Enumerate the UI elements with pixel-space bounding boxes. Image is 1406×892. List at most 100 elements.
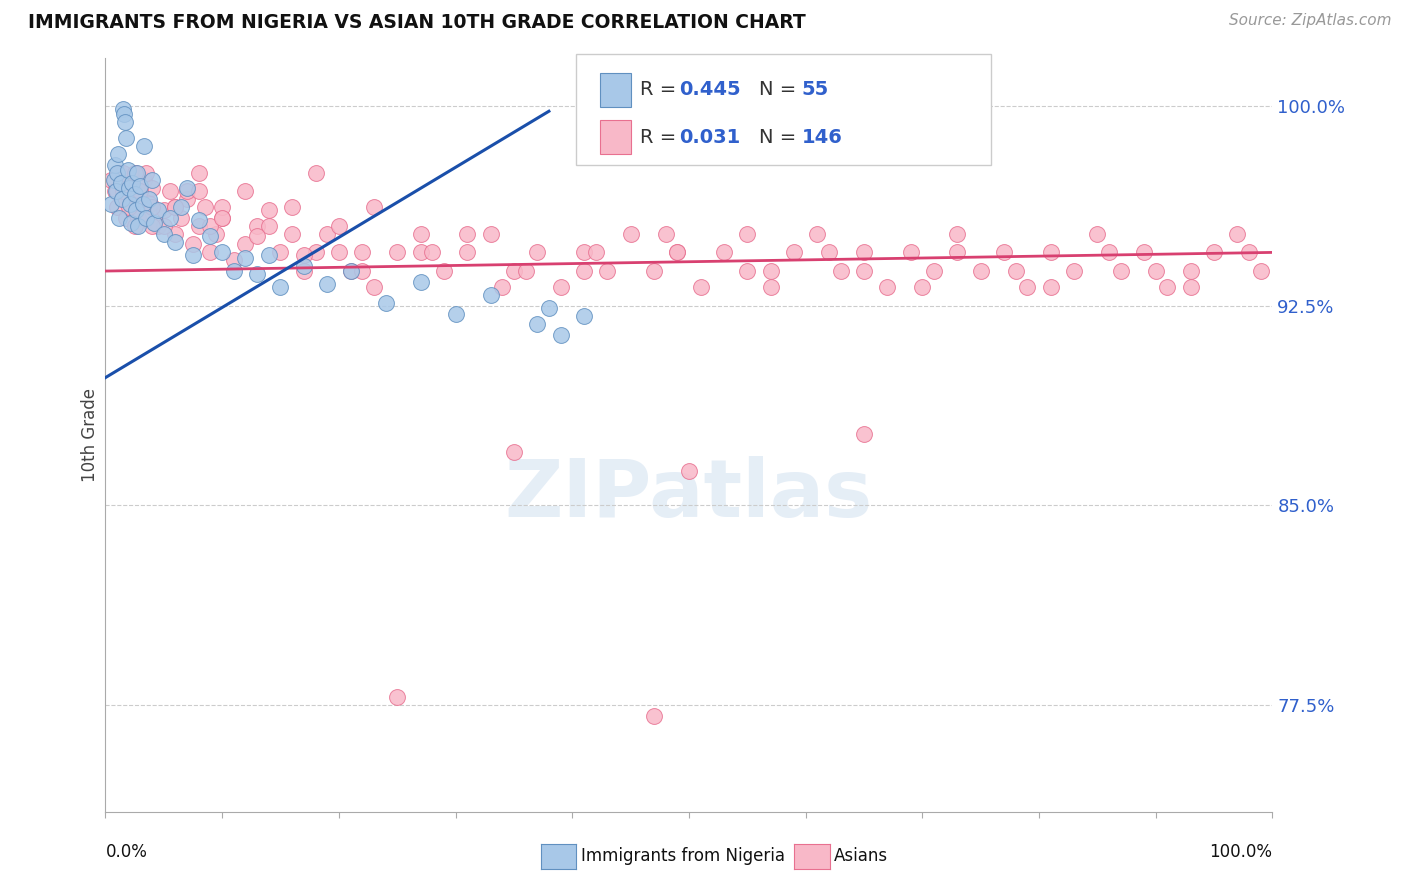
Text: 0.445: 0.445 (679, 80, 741, 99)
Point (100, 173, 122, 187)
Point (132, 173, 155, 187)
Point (176, 181, 198, 195)
Point (316, 277, 339, 292)
Text: 55: 55 (801, 80, 828, 99)
Point (125, 165, 148, 179)
Point (281, 227, 304, 241)
Text: Source: ZipAtlas.com: Source: ZipAtlas.com (1229, 13, 1392, 29)
Point (922, 264, 945, 278)
Point (456, 245, 478, 260)
Point (165, 200, 187, 214)
Point (124, 186, 146, 201)
Point (222, 264, 245, 278)
Point (433, 264, 456, 278)
Point (409, 275, 432, 289)
Point (1085, 227, 1108, 241)
Point (187, 184, 209, 198)
Point (181, 248, 204, 262)
Point (363, 280, 385, 294)
Point (235, 251, 257, 265)
Point (181, 237, 204, 252)
Point (1156, 280, 1178, 294)
Point (257, 219, 280, 233)
Point (118, 181, 141, 195)
Y-axis label: 10th Grade: 10th Grade (80, 388, 98, 482)
Point (246, 219, 269, 233)
Point (235, 237, 257, 252)
Point (479, 288, 502, 302)
Point (1133, 245, 1156, 260)
Point (153, 219, 174, 233)
Point (737, 264, 759, 278)
Point (759, 264, 782, 278)
Point (550, 328, 572, 343)
Point (385, 245, 408, 260)
Point (176, 184, 198, 198)
Point (352, 264, 374, 278)
Point (187, 165, 209, 179)
Point (118, 176, 141, 190)
Point (572, 310, 595, 324)
Point (107, 146, 129, 161)
Point (165, 200, 187, 214)
Point (352, 245, 374, 260)
Point (269, 245, 292, 260)
Point (585, 245, 607, 260)
Point (526, 318, 548, 332)
Point (146, 202, 169, 217)
Point (205, 227, 228, 241)
Point (444, 307, 467, 321)
Point (170, 211, 193, 225)
Point (211, 200, 233, 214)
Point (110, 176, 132, 190)
Point (117, 162, 139, 177)
Point (666, 245, 689, 260)
Point (132, 197, 155, 211)
Point (124, 165, 146, 179)
Point (135, 211, 157, 225)
Point (666, 245, 689, 260)
Point (818, 245, 841, 260)
Point (170, 200, 193, 214)
Point (456, 227, 478, 241)
Point (946, 227, 969, 241)
Point (328, 219, 350, 233)
Point (852, 426, 875, 441)
Point (759, 280, 782, 294)
Point (200, 229, 222, 244)
Point (304, 165, 326, 179)
Point (339, 264, 361, 278)
Text: Asians: Asians (834, 847, 887, 865)
Point (970, 264, 993, 278)
Text: 0.031: 0.031 (679, 128, 741, 146)
Point (121, 202, 143, 217)
Point (339, 264, 361, 278)
Point (409, 245, 432, 260)
Point (111, 192, 134, 206)
Point (125, 202, 148, 217)
Point (211, 211, 233, 225)
Point (165, 235, 187, 249)
Point (292, 259, 315, 273)
Point (235, 184, 257, 198)
Point (111, 192, 134, 206)
Point (211, 211, 233, 225)
Text: 0.0%: 0.0% (105, 843, 148, 861)
Point (153, 227, 174, 241)
Point (1250, 264, 1272, 278)
Point (114, 115, 136, 129)
Point (713, 245, 735, 260)
Point (138, 192, 160, 206)
Point (1017, 280, 1039, 294)
Point (946, 245, 969, 260)
Point (550, 280, 572, 294)
Point (643, 709, 665, 723)
Point (187, 213, 209, 227)
Point (124, 165, 146, 179)
Point (537, 301, 560, 316)
Point (115, 211, 138, 225)
Point (316, 227, 339, 241)
Point (222, 253, 245, 268)
Text: ZIPatlas: ZIPatlas (505, 456, 873, 534)
Point (124, 219, 146, 233)
